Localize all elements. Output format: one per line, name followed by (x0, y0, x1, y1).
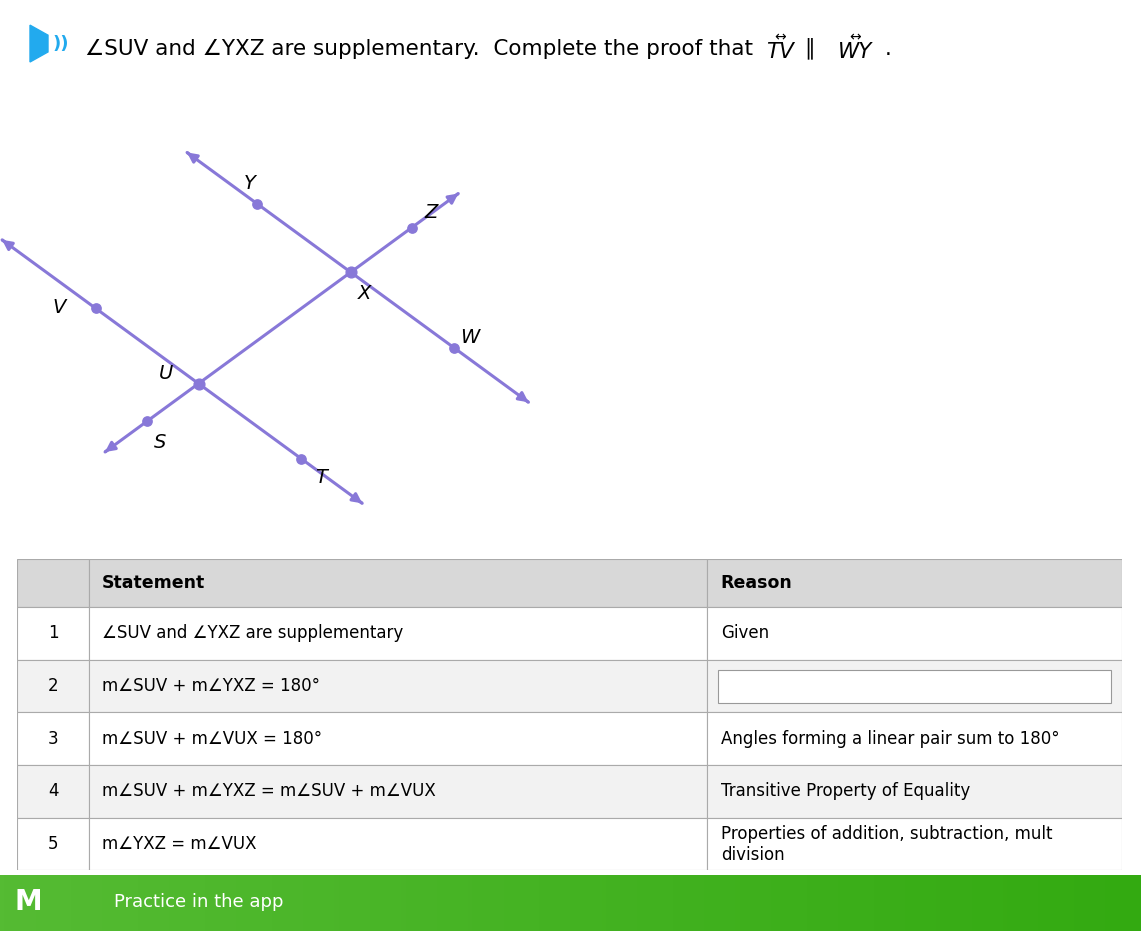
FancyBboxPatch shape (17, 712, 89, 765)
FancyBboxPatch shape (89, 660, 707, 712)
FancyBboxPatch shape (89, 765, 707, 817)
Text: m∠SUV + m∠VUX = 180°: m∠SUV + m∠VUX = 180° (103, 730, 322, 748)
FancyBboxPatch shape (17, 559, 89, 607)
Text: ↔: ↔ (775, 31, 786, 45)
Text: Properties of addition, subtraction, mult
division: Properties of addition, subtraction, mul… (721, 825, 1052, 864)
Text: 2: 2 (48, 677, 58, 695)
Text: S: S (154, 433, 167, 452)
Text: Statement: Statement (103, 573, 205, 592)
Point (341, 264, 359, 279)
FancyBboxPatch shape (707, 559, 1122, 607)
Text: Angles forming a linear pair sum to 180°: Angles forming a linear pair sum to 180° (721, 730, 1059, 748)
FancyBboxPatch shape (719, 670, 1110, 703)
FancyBboxPatch shape (17, 817, 89, 870)
Text: ∠SUV and ∠YXZ are supplementary.  Complete the proof that: ∠SUV and ∠YXZ are supplementary. Complet… (84, 38, 767, 59)
Text: Z: Z (424, 203, 438, 222)
Text: Transitive Property of Equality: Transitive Property of Equality (721, 782, 970, 801)
FancyBboxPatch shape (707, 765, 1122, 817)
Text: Given: Given (721, 625, 769, 642)
FancyBboxPatch shape (707, 607, 1122, 660)
FancyBboxPatch shape (17, 607, 89, 660)
Text: 4: 4 (48, 782, 58, 801)
Text: ∥: ∥ (798, 38, 823, 60)
Point (403, 221, 421, 236)
FancyBboxPatch shape (17, 765, 89, 817)
FancyBboxPatch shape (707, 660, 1122, 712)
Text: U: U (159, 364, 173, 383)
Text: WY: WY (837, 42, 872, 62)
Point (87, 301, 105, 316)
Text: m∠YXZ = m∠VUX: m∠YXZ = m∠VUX (103, 835, 257, 853)
FancyBboxPatch shape (89, 607, 707, 660)
Text: m∠SUV + m∠YXZ = 180°: m∠SUV + m∠YXZ = 180° (103, 677, 321, 695)
Text: 1: 1 (48, 625, 58, 642)
Text: TV: TV (766, 42, 794, 62)
Text: Practice in the app: Practice in the app (114, 893, 284, 911)
Polygon shape (30, 25, 48, 62)
Point (189, 376, 208, 391)
Point (445, 340, 463, 355)
Point (292, 452, 310, 466)
FancyBboxPatch shape (89, 559, 707, 607)
Text: T: T (315, 468, 326, 487)
Text: Reason: Reason (721, 573, 792, 592)
Text: ↔: ↔ (849, 31, 860, 45)
FancyBboxPatch shape (707, 817, 1122, 870)
Point (248, 196, 266, 211)
FancyBboxPatch shape (707, 712, 1122, 765)
Text: ∠SUV and ∠YXZ are supplementary: ∠SUV and ∠YXZ are supplementary (103, 625, 404, 642)
Text: X: X (357, 284, 371, 303)
Text: V: V (52, 298, 66, 317)
Text: 3: 3 (48, 730, 58, 748)
FancyBboxPatch shape (89, 817, 707, 870)
FancyBboxPatch shape (17, 660, 89, 712)
Text: W: W (460, 328, 479, 346)
Text: M: M (15, 888, 42, 916)
Text: m∠SUV + m∠YXZ = m∠SUV + m∠VUX: m∠SUV + m∠YXZ = m∠SUV + m∠VUX (103, 782, 436, 801)
Text: Y: Y (244, 174, 256, 194)
Text: 5: 5 (48, 835, 58, 853)
Point (138, 413, 156, 428)
FancyBboxPatch shape (89, 712, 707, 765)
Text: )): )) (52, 34, 68, 52)
Text: .: . (885, 38, 892, 59)
